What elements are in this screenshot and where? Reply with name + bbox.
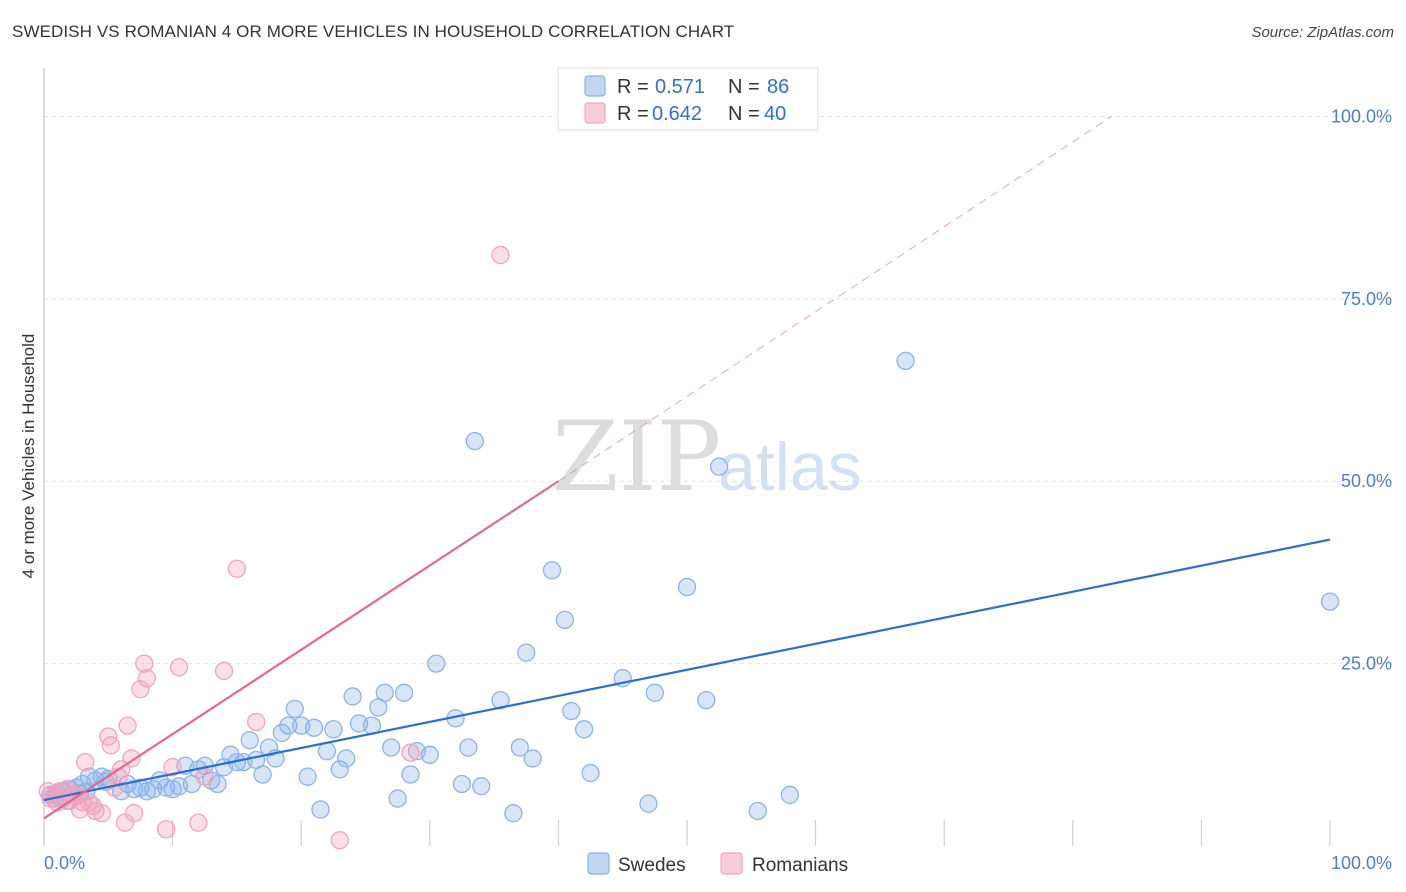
data-point-romanians (118, 716, 137, 735)
y-axis-title: 4 or more Vehicles in Household (19, 334, 38, 579)
data-point-swedes (337, 749, 356, 768)
data-point-romanians (195, 767, 214, 786)
data-point-swedes (697, 690, 716, 710)
x-tick-labels: 0.0% 100.0% (44, 853, 1392, 873)
data-point-swedes (401, 765, 420, 784)
data-point-swedes (645, 683, 664, 702)
trend-lines (43, 116, 1331, 820)
data-point-swedes (523, 749, 542, 768)
y-tick-label: 100.0% (1331, 106, 1392, 126)
data-point-romanians (131, 680, 150, 699)
data-point-swedes (259, 738, 279, 757)
data-point-swedes (459, 738, 478, 757)
data-point-swedes (375, 683, 394, 702)
data-point-swedes (465, 431, 484, 451)
data-point-swedes (285, 699, 304, 718)
trend-line-romanians (43, 480, 560, 820)
legend: R = 0.571 N = 86 R = 0.642 N = 40 (557, 67, 819, 131)
legend-r-label-romanians: R = (617, 103, 649, 125)
bottom-legend-swatch-romanians (720, 852, 743, 875)
data-point-romanians (137, 669, 157, 688)
y-tick-label: 75.0% (1341, 289, 1392, 309)
data-point-swedes (311, 800, 330, 819)
legend-swatch-swedes (584, 75, 606, 97)
data-point-swedes (896, 351, 915, 371)
y-tick-labels: 25.0% 50.0% 75.0% 100.0% (1331, 106, 1392, 673)
data-point-swedes (510, 738, 529, 757)
data-point-swedes (330, 760, 349, 779)
data-point-swedes (343, 687, 362, 706)
data-point-romanians (135, 654, 154, 673)
data-point-romanians (247, 712, 266, 732)
data-point-swedes (639, 794, 658, 813)
data-point-swedes (324, 720, 343, 739)
legend-n-value-romanians: 40 (764, 103, 786, 125)
watermark: ZIP atlas (552, 401, 862, 513)
y-tick-label: 50.0% (1341, 471, 1392, 491)
data-point-swedes (394, 683, 414, 702)
data-point-romanians (101, 736, 121, 755)
data-point-romanians (330, 831, 349, 850)
data-point-swedes (472, 777, 491, 796)
x-tick-label: 0.0% (44, 853, 85, 873)
legend-n-value-swedes: 86 (767, 76, 789, 98)
data-point-romanians (76, 752, 95, 772)
data-point-swedes (382, 738, 401, 757)
data-point-romanians (189, 813, 208, 832)
legend-n-label-romanians: N = (728, 103, 760, 125)
data-point-swedes (272, 723, 292, 743)
bottom-legend-label-swedes: Swedes (618, 855, 686, 876)
legend-n-label-swedes: N = (728, 76, 760, 98)
data-point-romanians (214, 661, 234, 681)
data-point-romanians (491, 245, 510, 265)
chart-title: SWEDISH VS ROMANIAN 4 OR MORE VEHICLES I… (12, 22, 735, 41)
data-point-swedes (253, 765, 272, 784)
data-point-romanians (169, 658, 189, 677)
data-point-swedes (1320, 592, 1340, 611)
data-point-swedes (240, 731, 259, 750)
data-point-romanians (92, 804, 112, 823)
data-point-swedes (304, 718, 324, 737)
data-point-swedes (279, 716, 298, 735)
data-point-swedes (555, 610, 574, 629)
data-point-swedes (574, 720, 594, 739)
chart-source: Source: ZipAtlas.com (1251, 24, 1394, 41)
x-tick-label: 100.0% (1331, 853, 1392, 873)
bottom-legend-swatch-swedes (587, 852, 610, 875)
data-point-swedes (452, 774, 472, 794)
legend-r-value-romanians: 0.642 (652, 103, 702, 125)
bottom-legend: Swedes Romanians (587, 852, 848, 876)
watermark-atlas: atlas (718, 429, 862, 505)
data-point-romanians (163, 758, 182, 777)
data-point-swedes (581, 763, 600, 783)
bottom-legend-label-romanians: Romanians (752, 855, 848, 876)
data-point-swedes (427, 654, 446, 673)
data-point-romanians (227, 559, 247, 578)
data-point-romanians (401, 743, 420, 762)
data-point-swedes (780, 785, 800, 805)
data-point-swedes (317, 742, 337, 761)
y-tick-label: 25.0% (1341, 654, 1392, 674)
data-point-romanians (124, 804, 144, 823)
legend-r-value-swedes: 0.571 (655, 76, 705, 98)
data-point-swedes (562, 701, 581, 721)
data-point-swedes (710, 457, 729, 476)
data-point-swedes (517, 643, 536, 662)
data-point-swedes (388, 789, 407, 808)
data-point-swedes (748, 801, 767, 821)
data-point-swedes (542, 561, 562, 580)
trend-line-swedes (43, 538, 1331, 802)
trend-line-extension-romanians (558, 116, 1112, 482)
legend-r-label-swedes: R = (617, 76, 649, 98)
data-point-swedes (298, 767, 317, 786)
data-point-romanians (157, 820, 176, 839)
watermark-zip: ZIP (552, 401, 721, 513)
data-point-swedes (677, 577, 697, 597)
data-point-swedes (504, 804, 523, 823)
legend-swatch-romanians (584, 102, 606, 124)
data-point-swedes (420, 745, 439, 764)
